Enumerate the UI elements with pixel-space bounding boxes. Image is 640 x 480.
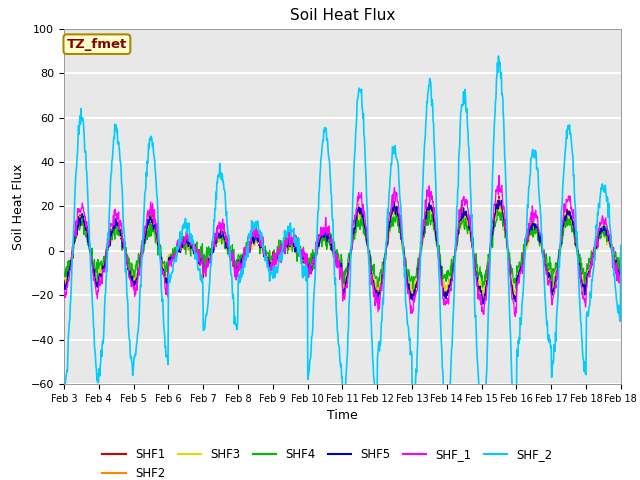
Y-axis label: Soil Heat Flux: Soil Heat Flux — [12, 163, 25, 250]
X-axis label: Time: Time — [327, 409, 358, 422]
Title: Soil Heat Flux: Soil Heat Flux — [290, 9, 395, 24]
Text: TZ_fmet: TZ_fmet — [67, 37, 127, 51]
Legend: SHF1, SHF2, SHF3, SHF4, SHF5, SHF_1, SHF_2: SHF1, SHF2, SHF3, SHF4, SHF5, SHF_1, SHF… — [98, 444, 557, 480]
